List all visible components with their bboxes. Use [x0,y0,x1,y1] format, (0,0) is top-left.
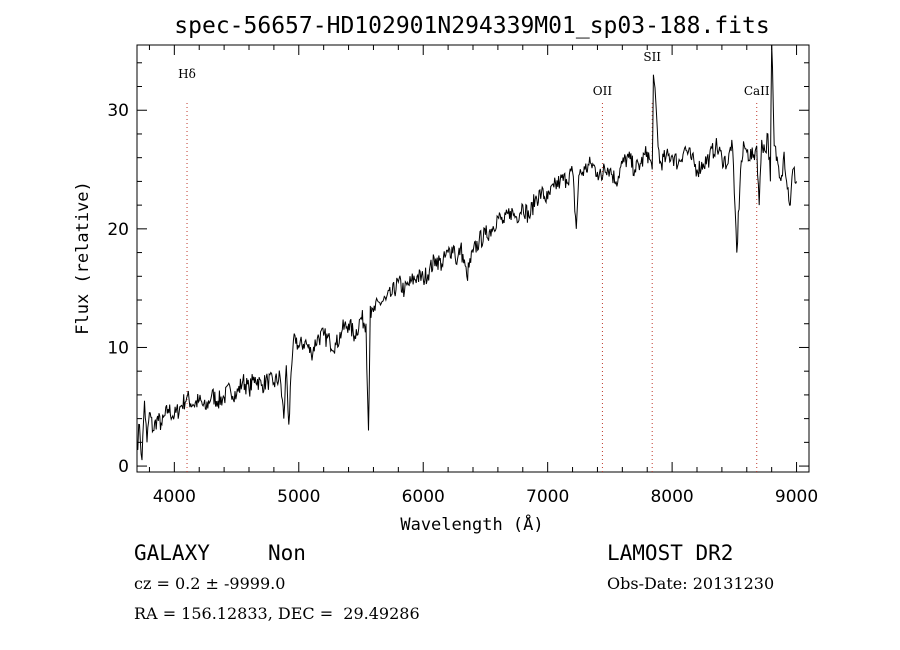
y-tick-label: 10 [107,338,129,358]
plot-frame [136,44,810,473]
line-markers: Hδ OII SII CaII [178,50,770,472]
y-tick-label: 20 [107,220,129,240]
marker-label: OII [593,84,613,98]
x-tick-label: 8000 [650,487,693,507]
object-class: GALAXY [134,541,210,565]
observation-date: Obs-Date: 20131230 [607,574,775,593]
y-tick-label: 0 [118,457,129,477]
x-tick-label: 9000 [775,487,818,507]
x-tick-label: 7000 [526,487,569,507]
marker-label: SII [643,50,661,64]
ra-dec-coordinates: RA = 156.12833, DEC = 29.49286 [134,604,420,623]
marker-label: CaII [744,84,770,98]
axis-ticks: 4000 5000 6000 7000 8000 9000 0 10 20 30 [107,45,818,507]
redshift-cz: cz = 0.2 ± -9999.0 [134,574,286,593]
chart-title: spec-56657-HD102901N294339M01_sp03-188.f… [174,13,769,39]
object-subclass: Non [268,541,306,565]
x-tick-label: 4000 [153,487,196,507]
marker-label: Hδ [178,67,196,81]
y-tick-label: 30 [107,101,129,121]
survey-name: LAMOST DR2 [607,541,734,565]
x-axis-label: Wavelength (Å) [400,513,543,535]
y-axis-label: Flux (relative) [73,181,93,335]
x-tick-label: 6000 [402,487,445,507]
x-tick-label: 5000 [277,487,320,507]
spectrum-line [136,44,798,461]
